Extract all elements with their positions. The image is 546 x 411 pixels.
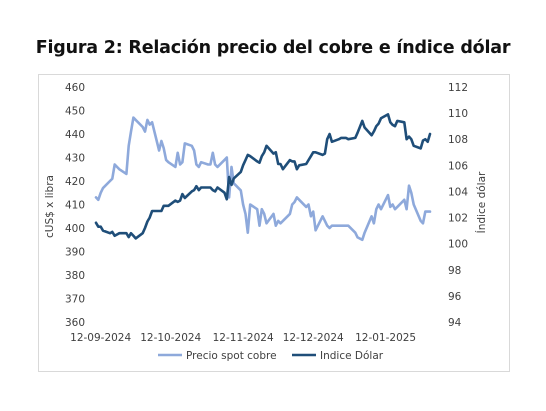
y-axis-tick-label: 450 <box>65 106 85 118</box>
y-axis-tick-label: 390 <box>65 247 85 259</box>
x-axis-tick-label: 12-10-2024 <box>140 332 201 344</box>
y-axis-tick-label: 420 <box>65 176 85 188</box>
series-line-2 <box>94 113 432 240</box>
y2-axis-tick-label: 110 <box>448 108 468 120</box>
y2-axis-tick-label: 108 <box>448 134 468 146</box>
series-line-1 <box>94 116 432 242</box>
x-axis-tick-label: 12-11-2024 <box>213 332 274 344</box>
y-axis-tick-label: 410 <box>65 200 85 212</box>
y-axis-tick-label: 460 <box>65 82 85 94</box>
y2-axis-tick-label: 100 <box>448 239 468 251</box>
x-axis-tick-label: 12-01-2025 <box>355 332 416 344</box>
y-axis-tick-label: 370 <box>65 294 85 306</box>
y2-axis-tick-label: 102 <box>448 213 468 225</box>
y-axis-tick-label: 400 <box>65 223 85 235</box>
y2-axis-tick-label: 112 <box>448 82 468 94</box>
y2-axis-tick-label: 104 <box>448 186 468 198</box>
y-axis-tick-label: 440 <box>65 129 85 141</box>
y-axis-title: cUS$ x libra <box>44 175 56 238</box>
x-axis-tick-label: 12-09-2024 <box>70 332 131 344</box>
chart-title: Figura 2: Relación precio del cobre e ín… <box>35 38 511 58</box>
x-axis-tick-label: 12-12-2024 <box>283 332 344 344</box>
y2-axis-tick-label: 106 <box>448 160 468 172</box>
y2-axis-title: Índice dólar <box>475 171 488 233</box>
y2-axis-tick-label: 98 <box>448 265 461 277</box>
legend-label-1: Precio spot cobre <box>186 350 277 362</box>
y-axis-tick-label: 430 <box>65 153 85 165</box>
y2-axis-tick-label: 96 <box>448 291 462 303</box>
y-axis-tick-label: 380 <box>65 270 85 282</box>
legend-label-2: Indice Dólar <box>320 350 384 362</box>
y2-axis-tick-label: 94 <box>448 317 462 329</box>
y-axis-tick-label: 360 <box>65 317 85 329</box>
chart-area-frame <box>38 74 510 372</box>
